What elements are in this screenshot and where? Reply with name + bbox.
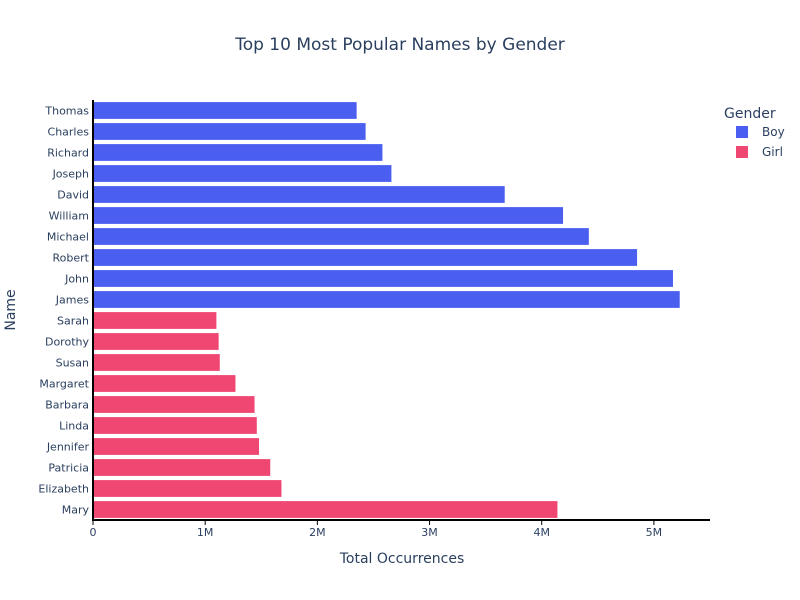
y-tick-label: Jennifer <box>46 441 90 454</box>
x-axis-title: Total Occurrences <box>339 551 464 567</box>
y-tick-label: Richard <box>47 147 89 160</box>
bar-john <box>93 270 673 287</box>
y-tick-label: Joseph <box>52 168 89 181</box>
y-tick-label: Michael <box>47 231 89 244</box>
bar-patricia <box>93 459 271 476</box>
bar-richard <box>93 144 383 161</box>
x-tick-label: 1M <box>197 526 214 539</box>
bar-barbara <box>93 396 255 413</box>
y-tick-label: Dorothy <box>45 336 89 349</box>
y-tick-label: Barbara <box>45 399 89 412</box>
y-tick-label: Mary <box>62 504 90 517</box>
y-tick-label: Margaret <box>39 378 89 391</box>
bar-linda <box>93 417 257 434</box>
legend-swatch-girl <box>736 146 748 158</box>
bar-mary <box>93 501 558 518</box>
y-tick-label: Sarah <box>57 315 89 328</box>
y-tick-label: Elizabeth <box>38 483 89 496</box>
bar-william <box>93 207 564 224</box>
x-tick-label: 2M <box>309 526 326 539</box>
bar-dorothy <box>93 333 219 350</box>
y-tick-label: Patricia <box>48 462 89 475</box>
y-tick-label: Charles <box>48 126 90 139</box>
bar-elizabeth <box>93 480 282 497</box>
legend-swatch-boy <box>736 126 748 138</box>
x-tick-label: 4M <box>533 526 550 539</box>
x-tick-label: 5M <box>646 526 663 539</box>
legend-label-boy[interactable]: Boy <box>762 125 785 139</box>
x-tick-label: 3M <box>421 526 438 539</box>
y-tick-label: Linda <box>59 420 89 433</box>
bar-margaret <box>93 375 236 392</box>
bars-layer <box>93 102 680 518</box>
bar-jennifer <box>93 438 260 455</box>
y-tick-label: William <box>49 210 89 223</box>
legend-label-girl[interactable]: Girl <box>762 145 783 159</box>
y-tick-label: Thomas <box>44 105 89 118</box>
bar-robert <box>93 249 638 266</box>
bar-david <box>93 186 505 203</box>
legend: Gender Boy Girl <box>724 106 785 159</box>
chart-title: Top 10 Most Popular Names by Gender <box>234 35 565 55</box>
x-ticks: 0 1M 2M 3M 4M 5M <box>90 520 663 539</box>
y-tick-label: Susan <box>56 357 89 370</box>
bar-charles <box>93 123 366 140</box>
bar-james <box>93 291 680 308</box>
y-tick-label: John <box>64 273 89 286</box>
legend-title: Gender <box>724 106 776 122</box>
y-tick-label: Robert <box>53 252 90 265</box>
y-tick-label: David <box>57 189 89 202</box>
legend-items: Boy Girl <box>736 125 785 159</box>
x-tick-label: 0 <box>90 526 97 539</box>
bar-michael <box>93 228 589 245</box>
y-tick-labels: Thomas Charles Richard Joseph David William Mi… <box>38 105 89 517</box>
y-axis-title: Name <box>3 289 19 330</box>
bar-thomas <box>93 102 357 119</box>
bar-susan <box>93 354 220 371</box>
bar-joseph <box>93 165 392 182</box>
bar-sarah <box>93 312 217 329</box>
y-tick-label: James <box>55 294 89 307</box>
